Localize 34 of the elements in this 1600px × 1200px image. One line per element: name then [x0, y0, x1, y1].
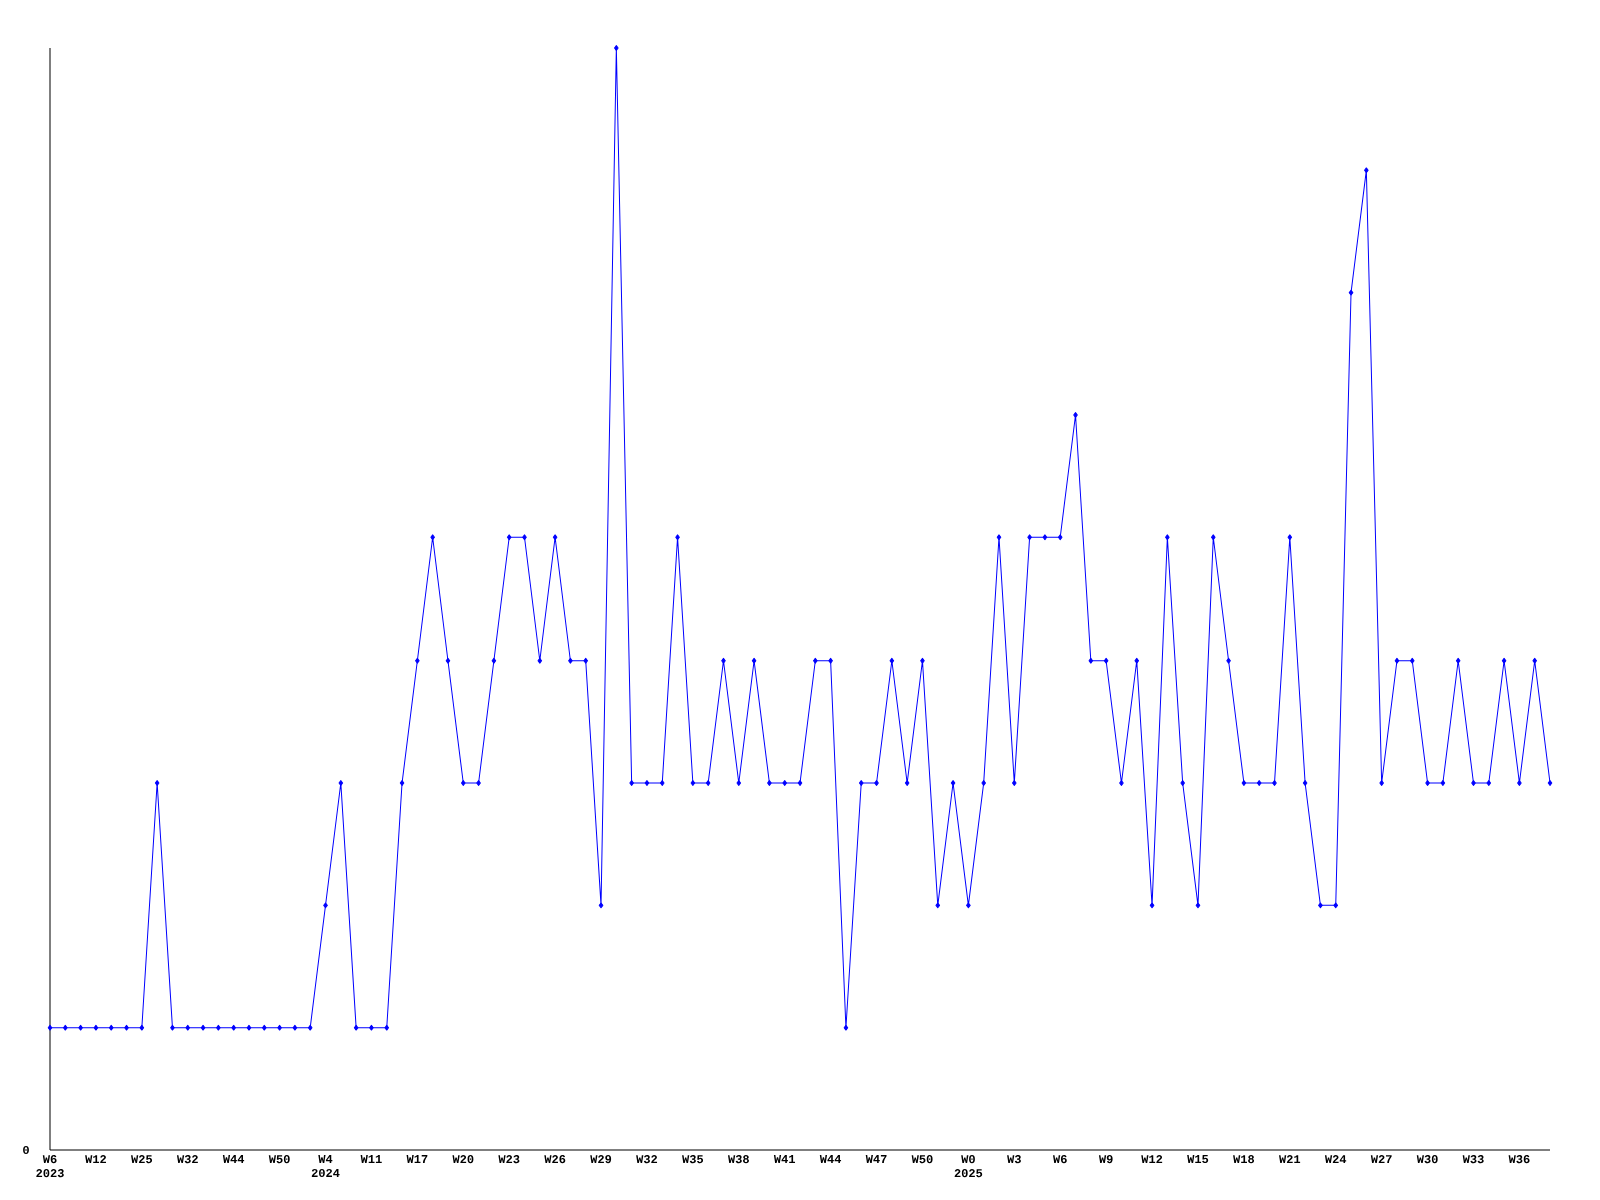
x-tick-label: W26 [544, 1155, 566, 1164]
x-tick-label: W4 2024 [311, 1155, 340, 1178]
text: 0 [23, 1145, 29, 1155]
x-tick-label: W6 [1053, 1155, 1067, 1164]
x-tick-label: W18 [1233, 1155, 1255, 1164]
x-tick-label: W11 [360, 1155, 382, 1163]
x-tick-label: W0 2025 [954, 1155, 983, 1178]
x-tick-label: W6 2023 [36, 1155, 64, 1178]
x-tick-label: W3 [1007, 1155, 1021, 1164]
x-tick-label: W23 [498, 1155, 520, 1164]
x-tick-label: W30 [1416, 1155, 1438, 1164]
x-tick-label: W20 [452, 1155, 474, 1164]
x-tick-label: W50 [911, 1155, 933, 1164]
x-tick-label: W24 [1324, 1155, 1347, 1164]
x-tick-label: W33 [1462, 1155, 1484, 1164]
x-tick-label: W35 [682, 1155, 704, 1164]
x-tick-label: W32 [176, 1155, 198, 1164]
x-tick-label: W44 [819, 1155, 842, 1163]
x-tick-label: W47 [865, 1155, 887, 1163]
x-tick-label: W38 [727, 1155, 749, 1164]
x-tick-label: W36 [1508, 1155, 1530, 1164]
x-tick-label: W17 [406, 1155, 428, 1163]
x-tick-label: W50 [268, 1155, 290, 1164]
x-tick-label: W41 [773, 1155, 796, 1163]
x-tick-label: W32 [636, 1155, 658, 1164]
x-tick-label: W44 [222, 1155, 245, 1163]
x-tick-label: W9 [1098, 1155, 1113, 1164]
x-tick-label: W21 [1279, 1155, 1301, 1164]
x-tick-label: W27 [1370, 1155, 1392, 1164]
x-tick-label: W25 [131, 1155, 153, 1164]
x-tick-label: W12 [85, 1155, 107, 1164]
x-tick-label: W12 [1141, 1155, 1163, 1164]
x-tick-label: W29 [590, 1155, 612, 1164]
x-tick-label: W15 [1187, 1155, 1209, 1164]
